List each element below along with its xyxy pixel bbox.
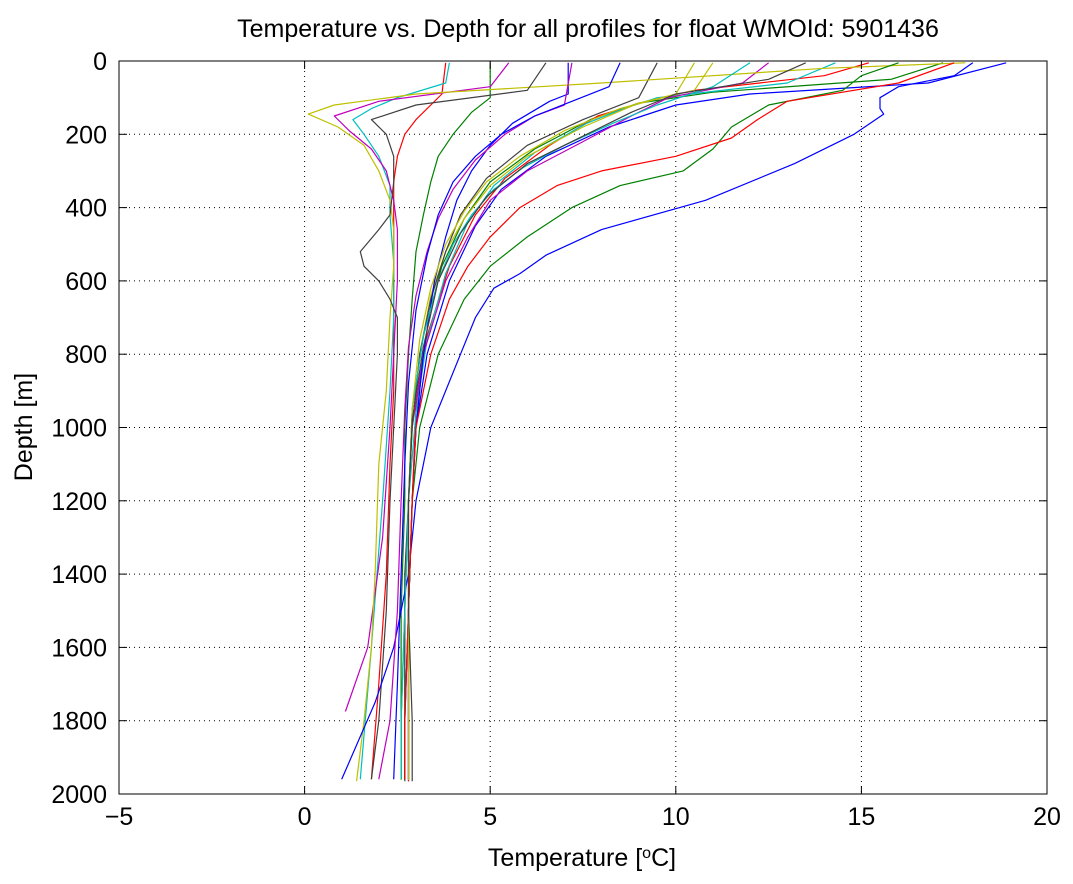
y-tick-label: 200 <box>65 121 107 149</box>
chart-title: Temperature vs. Depth for all profiles f… <box>237 15 939 43</box>
ticks: −5 0 5 10 15 20020040060080010001200140016001… <box>51 48 1061 831</box>
profile-line <box>400 62 751 780</box>
x-tick-label: 15 <box>847 803 875 831</box>
profile-line <box>404 62 955 780</box>
y-tick-label: 600 <box>65 268 107 296</box>
y-tick-label: 1800 <box>51 708 107 736</box>
profile-line <box>400 62 491 780</box>
plot-area <box>119 61 1047 794</box>
x-tick-label: 10 <box>662 803 690 831</box>
y-tick-label: 1400 <box>51 561 107 589</box>
profile-line <box>333 62 510 712</box>
x-tick-label: −5 <box>105 803 134 831</box>
y-tick-label: 1000 <box>51 415 107 443</box>
profile-line <box>393 62 621 780</box>
x-axis-label-prefix: Temperature [ <box>488 844 642 872</box>
profile-line <box>370 62 447 780</box>
y-tick-label: 2000 <box>51 781 107 809</box>
y-tick-label: 1600 <box>51 634 107 662</box>
y-tick-label: 1200 <box>51 488 107 516</box>
y-tick-label: 0 <box>93 48 107 76</box>
y-axis-label: Depth [m] <box>10 373 38 481</box>
x-tick-label: 20 <box>1033 803 1061 831</box>
profile-line <box>307 62 966 782</box>
x-axis-label-superscript: o <box>642 845 651 862</box>
x-axis-label-suffix: C] <box>651 844 676 872</box>
profile-line <box>407 62 806 782</box>
profile-line <box>359 62 547 780</box>
x-axis-label: Temperature [oC] <box>488 844 676 872</box>
x-tick-label: 0 <box>298 803 312 831</box>
grid <box>119 61 1047 794</box>
y-tick-label: 400 <box>65 195 107 223</box>
x-tick-label: 5 <box>483 803 497 831</box>
series-group <box>307 62 1007 782</box>
y-tick-label: 800 <box>65 341 107 369</box>
